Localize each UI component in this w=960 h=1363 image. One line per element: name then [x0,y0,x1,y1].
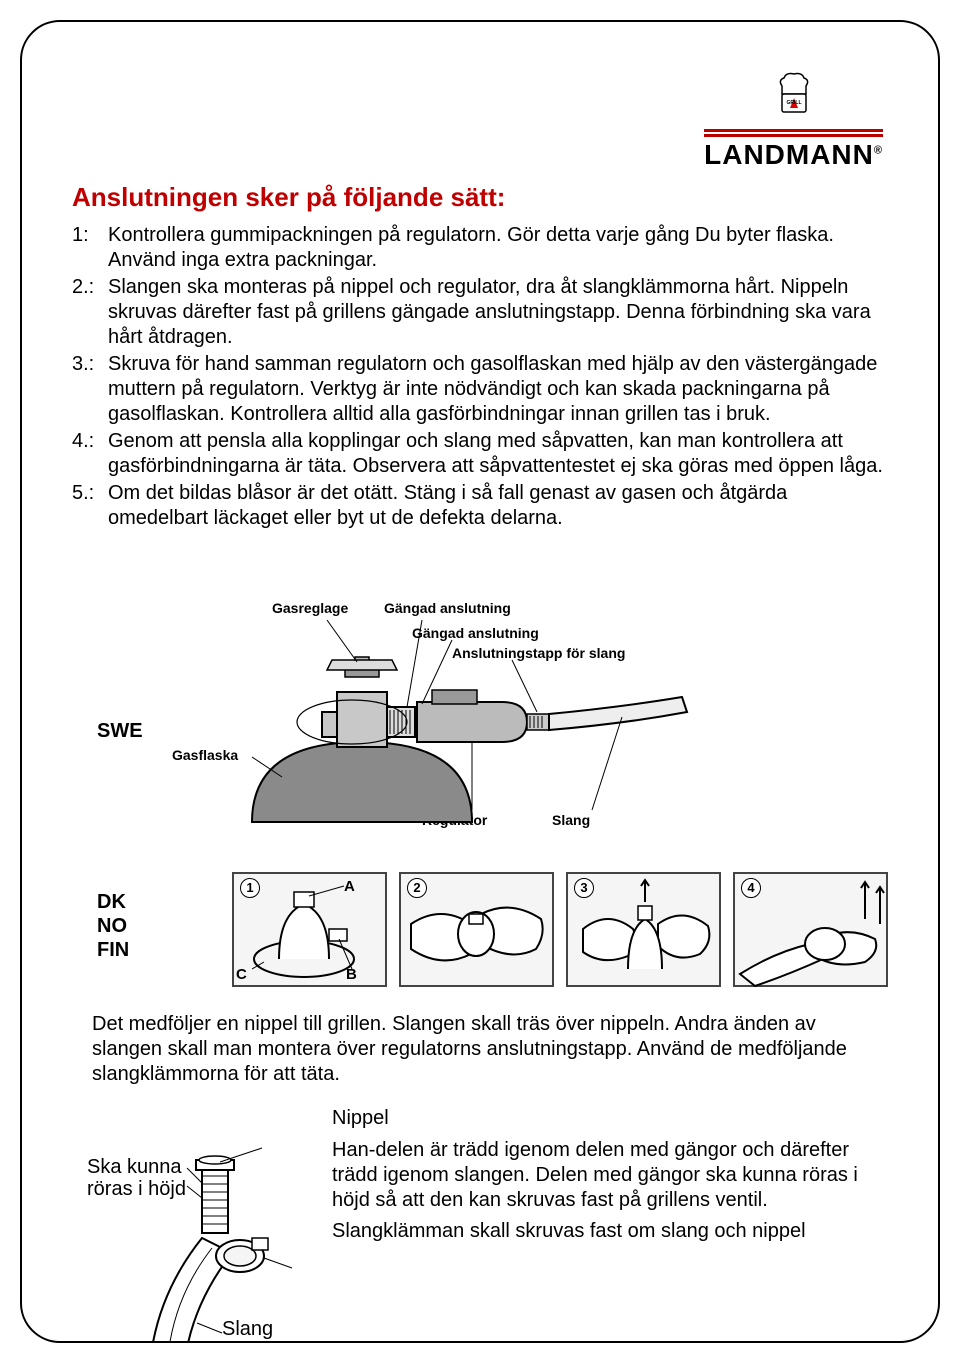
panel-number: 3 [574,878,594,898]
brand-name: LANDMANN® [704,139,883,171]
step-number: 4.: [72,429,108,479]
step-1: 1: Kontrollera gummipackningen på regula… [72,223,888,273]
step-2: 2.: Slangen ska monteras på nippel och r… [72,275,888,350]
step-3: 3.: Skruva för hand samman regulatorn oc… [72,352,888,427]
svg-text:GRILL: GRILL [786,100,801,106]
region-dk-no-fin: DK NO FIN [97,890,129,962]
nippel-text: Han-delen är trädd igenom delen med gäng… [332,1138,868,1343]
panel-1: 1 A C B [232,872,387,987]
panel-number: 2 [407,878,427,898]
step-text: Om det bildas blåsor är det otätt. Stäng… [108,481,888,531]
panel-number: 4 [741,878,761,898]
panel-letter-c: C [236,966,247,983]
panel-letter-a: A [344,878,355,895]
connection-diagram-icon [222,612,722,842]
brand-block: GRILL LANDMANN® [704,72,883,171]
step-text: Kontrollera gummipackningen på regulator… [108,223,888,273]
nippel-diagram: Ska kunnaröras i höjd [92,1138,312,1343]
step-number: 3.: [72,352,108,427]
panel-letter-b: B [346,966,357,983]
nippel-p1: Han-delen är trädd igenom delen med gäng… [332,1138,868,1213]
slang-bottom-label: Slang [222,1318,273,1341]
page-frame: GRILL LANDMANN® Anslutningen sker på föl… [20,20,940,1343]
main-heading: Anslutningen sker på följande sätt: [72,182,888,213]
instruction-list: 1: Kontrollera gummipackningen på regula… [72,223,888,531]
lower-paragraph: Det medföljer en nippel till grillen. Sl… [92,1012,868,1087]
step-text: Slangen ska monteras på nippel och regul… [108,275,888,350]
region-no: NO [97,914,129,938]
hoj-label: Ska kunnaröras i höjd [87,1156,186,1200]
brand-stripe [704,129,883,132]
step-text: Genom att pensla alla kopplingar och sla… [108,429,888,479]
brand-stripe [704,134,883,137]
nippel-title: Nippel [332,1107,868,1130]
step-text: Skruva för hand samman regulatorn och ga… [108,352,888,427]
nippel-p2: Slangklämman skall skruvas fast om slang… [332,1219,868,1244]
nippel-section: Nippel Ska kunnaröras i höjd [92,1107,868,1343]
step-number: 2.: [72,275,108,350]
panel-3: 3 [566,872,721,987]
region-fin: FIN [97,938,129,962]
region-dk: DK [97,890,129,914]
panel-number: 1 [240,878,260,898]
step-panels: 1 A C B 2 3 [232,872,888,987]
step-number: 5.: [72,481,108,531]
panel-2: 2 [399,872,554,987]
step-4: 4.: Genom att pensla alla kopplingar och… [72,429,888,479]
region-swe-label: SWE [97,720,143,743]
grill-chef-icon: GRILL [772,72,816,121]
step-number: 1: [72,223,108,273]
step-5: 5.: Om det bildas blåsor är det otätt. S… [72,481,888,531]
panel-4: 4 [733,872,888,987]
